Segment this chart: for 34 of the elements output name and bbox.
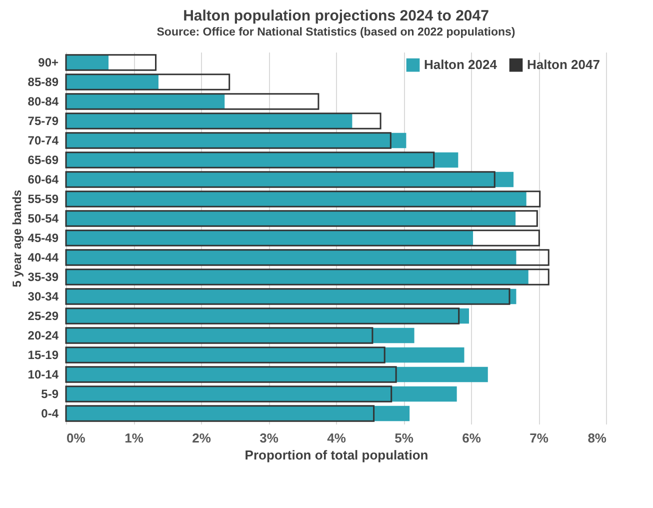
y-tick-label: 70-74 bbox=[28, 134, 59, 148]
x-tick-label: 8% bbox=[588, 430, 607, 446]
y-tick-label: 40-44 bbox=[28, 250, 59, 264]
y-tick-label: 45-49 bbox=[28, 231, 59, 245]
x-tick-label: 1% bbox=[124, 430, 144, 446]
x-tick-label: 0% bbox=[66, 430, 86, 446]
x-tick-label: 3% bbox=[260, 430, 279, 446]
x-tick-label: 6% bbox=[462, 430, 482, 446]
y-tick-label: 90+ bbox=[38, 56, 58, 70]
y-tick-label: 20-24 bbox=[28, 328, 59, 342]
legend-label: Halton 2024 bbox=[424, 57, 498, 72]
y-tick-label: 85-89 bbox=[28, 75, 59, 90]
y-tick-label: 25-29 bbox=[28, 308, 59, 323]
y-tick-label: 5-9 bbox=[41, 386, 59, 401]
y-tick-label: 75-79 bbox=[28, 114, 59, 128]
x-tick-label: 2% bbox=[192, 430, 212, 446]
y-tick-label: 15-19 bbox=[28, 348, 59, 362]
y-tick-label: 35-39 bbox=[28, 270, 59, 284]
chart-subtitle: Source: Office for National Statistics (based on 2022 populations) bbox=[156, 26, 516, 38]
x-tick-label: 7% bbox=[530, 430, 549, 446]
y-tick-label: 60-64 bbox=[28, 172, 59, 187]
y-tick-label: 0-4 bbox=[41, 406, 59, 420]
legend-label: Halton 2047 bbox=[527, 57, 600, 72]
y-axis-title: 5 year age bands bbox=[10, 189, 24, 288]
y-tick-label: 55-59 bbox=[28, 192, 59, 206]
y-tick-label: 50-54 bbox=[28, 212, 59, 226]
y-tick-label: 65-69 bbox=[28, 153, 59, 168]
y-tick-label: 30-34 bbox=[28, 289, 59, 304]
x-axis-title: Proportion of total population bbox=[244, 448, 428, 462]
chart-title: Halton population projections 2024 to 2047 bbox=[183, 8, 489, 24]
y-tick-label: 10-14 bbox=[28, 367, 59, 382]
x-tick-label: 4% bbox=[327, 430, 346, 446]
x-tick-label: 5% bbox=[394, 430, 414, 446]
y-tick-label: 80-84 bbox=[28, 94, 59, 109]
